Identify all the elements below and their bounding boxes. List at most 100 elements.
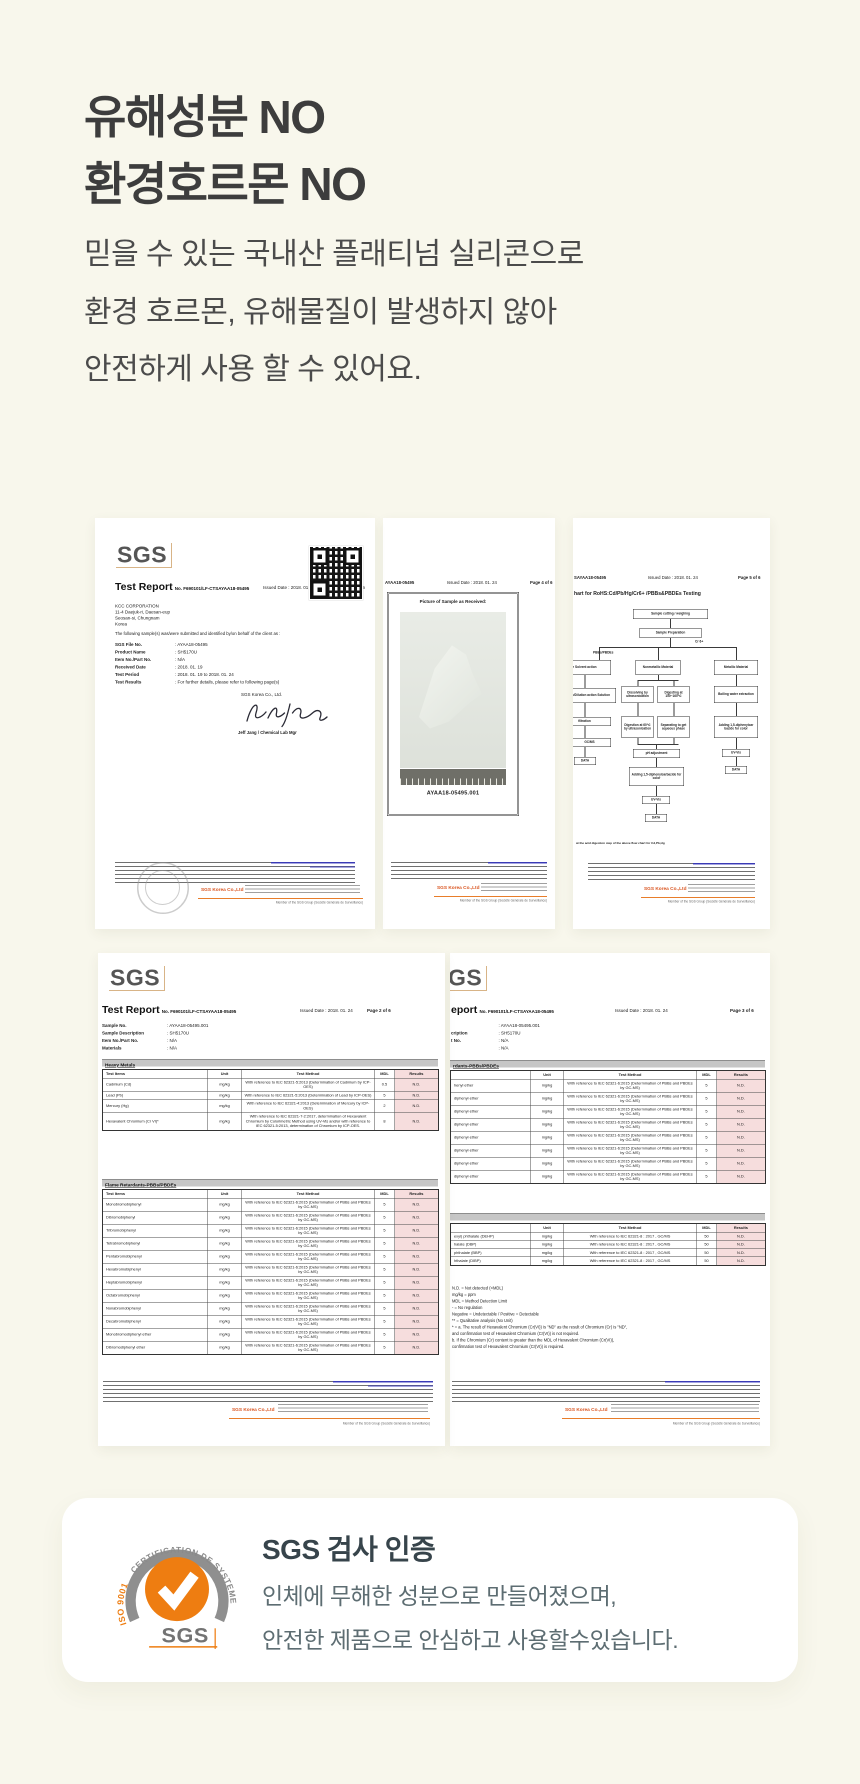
section-band-flame-retardants: Flame Retardants-PBBs/PBDEs	[102, 1179, 438, 1188]
flow-box: Adding 1,5-diphenylcarbazide for color	[629, 767, 684, 786]
issued-date: Issued Date : 2018. 01. 24	[300, 1008, 353, 1013]
flow-connector	[670, 619, 671, 628]
report-number: No. F690101/LF-CTSAYAA18-05495	[479, 1009, 554, 1014]
note-line: N.D. = Not detected (<MDL)	[452, 1286, 503, 1291]
table-row: diphenyl ether mg/kg With reference to I…	[450, 1091, 766, 1106]
flow-connector	[584, 675, 586, 688]
flow-box: Nonmetallic Material	[635, 660, 681, 675]
signer-name: Jeff Jang / Chemical Lab Mgr	[238, 730, 297, 735]
footer-address-smudge	[688, 884, 755, 893]
flow-box: Sample Preparation	[639, 628, 702, 638]
table-row: Hexavalent Chromium (Cr VI)* mg/kg With …	[102, 1112, 439, 1131]
sample-info-row: Test Period: 2018. 01. 19 to 2018. 01. 2…	[115, 672, 234, 677]
section-description: 믿을 수 있는 국내산 플래티넘 실리콘으로 환경 호르몬, 유해물질이 발생하지…	[84, 226, 584, 399]
flow-connector	[656, 744, 657, 749]
flow-connector	[658, 675, 659, 680]
sgs-logo: SGS	[116, 543, 173, 568]
footer-address-smudge	[481, 883, 547, 892]
ruler	[400, 769, 506, 785]
table-row: Cadmium (Cd) mg/kg With reference to IEC…	[102, 1077, 439, 1092]
page-number: Page 4 of 6	[530, 580, 553, 585]
footer-company-name: SGS Korea Co.,Ltd	[232, 1407, 275, 1413]
table-row: henyl ether mg/kg With reference to IEC …	[450, 1078, 766, 1093]
table-row: diphenyl ether mg/kg With reference to I…	[450, 1104, 766, 1119]
client-address-line: Seosan-si, Chungnam	[115, 615, 160, 621]
sample-info-row: Sample No.: AYAA18-05495.001	[102, 1023, 209, 1028]
section-title: 유해성분 NO 환경호르몬 NO	[84, 84, 367, 217]
issued-date: Issued Date : 2018. 01. 24	[447, 580, 497, 585]
sgs-certification-card: ISO 9001 CERTIFICATION DE SYSTEME SGS SG…	[62, 1498, 798, 1682]
table-header-row: Test Items Unit Test Method MDL Results	[102, 1189, 439, 1199]
flow-box: Digesting at 150~160℃	[657, 686, 690, 703]
branch-label-cr6: Cr 6+	[695, 640, 704, 644]
report-title-line: eport No. F690101/LF-CTSAYAA18-05495	[451, 1004, 554, 1016]
flow-connector	[658, 647, 659, 660]
client-address-line: KCC CORPORATION	[115, 603, 159, 609]
flow-connector	[584, 747, 586, 757]
table-row: exyl) phthalate (DEHP) mg/kg With refere…	[450, 1231, 766, 1241]
table-header-row: Unit Test Method MDL Results	[450, 1070, 766, 1080]
table-row: Dibromodiphenyl ether mg/kg With referen…	[102, 1340, 439, 1355]
signature-icon	[246, 703, 328, 728]
disclaimer-smudge	[452, 1381, 760, 1403]
sample-info-list: SGS File No.: AYAA18-05495 Product Name: …	[115, 641, 279, 686]
sample-id-label: AYAA18-05495.001	[426, 790, 480, 796]
sample-info-row: Item No./Part No.: N/A	[102, 1038, 178, 1043]
flow-connector	[736, 647, 737, 660]
page-number: Page 2 of 6	[367, 1008, 391, 1013]
flow-connector	[637, 680, 679, 681]
flow-box: GC/MS	[573, 738, 611, 747]
table-row: diphenyl ether mg/kg With reference to I…	[450, 1169, 766, 1184]
flow-connector	[637, 738, 639, 744]
disclaimer-link-smudge	[665, 1381, 760, 1383]
flow-connector	[584, 703, 586, 717]
flow-connector	[736, 757, 737, 766]
flow-box: e Solvent action	[573, 660, 611, 675]
footer-member-line: Member of the SGS Group (Société Général…	[459, 899, 547, 903]
qr-code	[308, 545, 364, 601]
sample-info-row: Product Name: SH5170U	[115, 649, 198, 655]
flow-connector	[673, 738, 675, 744]
client-address-line: 11-4 Daejuk-ri, Daesan-eup	[115, 609, 170, 615]
flow-connector	[736, 675, 737, 686]
footer-member-line: Member of the SGS Group (Société Général…	[275, 901, 363, 905]
report-number-fragment: AYAA18-05495	[385, 580, 415, 585]
table-row: diphenyl ether mg/kg With reference to I…	[450, 1156, 766, 1171]
table-row: Nonabromobiphenyl mg/kg With reference t…	[102, 1301, 439, 1316]
flow-connector	[599, 647, 600, 660]
note-line: Negative = Undetectable / Positive = Det…	[452, 1312, 539, 1317]
disclaimer-link-smudge	[310, 866, 355, 868]
footer-company-name: SGS Korea Co.,Ltd	[201, 887, 244, 893]
flow-connector	[637, 680, 639, 686]
flow-box: Sample cutting / weighing	[633, 609, 708, 619]
branch-label-pbbs: PBBs/PBDEs	[593, 651, 614, 655]
disclaimer-link-smudge	[271, 862, 355, 864]
footer-rule	[198, 898, 363, 899]
flow-box: DATA	[645, 814, 667, 822]
footer-rule	[641, 897, 755, 898]
table-row: phthalate (BBP) mg/kg With reference to …	[450, 1248, 766, 1257]
report-number: No. F690101/LF-CTSAYAA18-05495	[174, 586, 250, 591]
sample-info-row: Received Date: 2018. 01. 19	[115, 664, 203, 670]
company-stamp-icon	[137, 862, 189, 914]
report-title-line: Test Report No. F690101/LF-CTSAYAA18-054…	[102, 1004, 236, 1016]
table-row: diphenyl ether mg/kg With reference to I…	[450, 1130, 766, 1145]
qr-finder-icon	[344, 548, 361, 565]
flow-connector	[673, 680, 675, 686]
flow-connector	[656, 786, 657, 796]
flow-connector	[584, 726, 586, 738]
table-header-row: Unit Test Method MDL Results	[450, 1223, 766, 1233]
flow-connector	[736, 738, 737, 749]
qr-finder-icon	[311, 581, 328, 598]
note-line: - = No regulation	[452, 1305, 483, 1311]
badge-sgs-label: SGS	[162, 1623, 209, 1648]
report-title: Test Report	[102, 1004, 160, 1016]
flow-box: UV-Vis	[722, 749, 750, 757]
flow-box: Metallic Material	[714, 660, 758, 675]
table-row: Monobromodiphenyl ether mg/kg With refer…	[102, 1327, 439, 1342]
signing-company: SGS Korea Co., Ltd.	[241, 692, 283, 697]
note-line: * = a. The result of Hexavalent Chromium…	[452, 1325, 628, 1330]
flow-box: DATA	[725, 766, 747, 774]
footer-company-name: SGS Korea Co.,Ltd	[644, 886, 687, 892]
